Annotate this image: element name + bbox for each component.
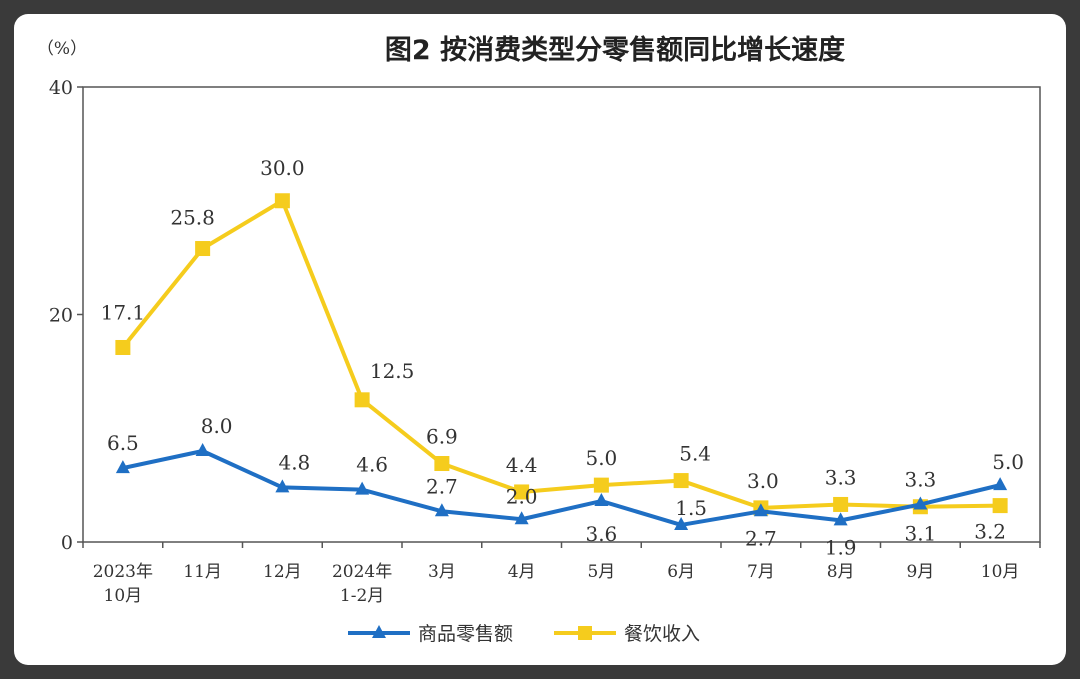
data-label: 2.7 bbox=[745, 526, 777, 550]
data-point bbox=[354, 392, 370, 408]
data-label: 3.0 bbox=[747, 469, 779, 493]
x-tick-label: 2023年 bbox=[93, 562, 153, 582]
data-label: 4.4 bbox=[506, 453, 538, 477]
y-tick-label: 0 bbox=[61, 532, 73, 554]
data-point bbox=[993, 477, 1008, 491]
x-tick-label: 1-2月 bbox=[340, 586, 384, 606]
data-point bbox=[833, 496, 849, 512]
x-tick-label: 5月 bbox=[587, 562, 615, 582]
data-point bbox=[833, 512, 848, 526]
data-label: 2.0 bbox=[506, 484, 538, 508]
y-axis-unit: （%） bbox=[37, 39, 87, 59]
data-point bbox=[992, 498, 1008, 514]
x-tick-label: 9月 bbox=[906, 562, 934, 582]
series-layer bbox=[115, 193, 1008, 530]
data-point bbox=[514, 484, 530, 500]
x-tick-label: 10月 bbox=[981, 562, 1020, 582]
series-line bbox=[122, 449, 1001, 527]
data-label: 3.1 bbox=[904, 522, 936, 546]
data-label: 4.8 bbox=[278, 450, 310, 474]
x-tick-label: 12月 bbox=[263, 562, 302, 582]
data-point bbox=[434, 456, 450, 472]
x-tick-label: 2024年 bbox=[332, 562, 392, 582]
x-tick-label: 7月 bbox=[747, 562, 775, 582]
data-label: 3.2 bbox=[974, 520, 1006, 544]
data-label: 4.6 bbox=[356, 453, 388, 477]
plot-border bbox=[82, 86, 1041, 543]
data-label: 17.1 bbox=[101, 300, 146, 324]
data-point bbox=[673, 473, 689, 489]
data-point bbox=[195, 241, 211, 257]
data-point bbox=[594, 493, 609, 507]
data-point bbox=[753, 503, 768, 517]
legend-marker bbox=[578, 626, 592, 640]
legend-label: 餐饮收入 bbox=[624, 623, 700, 645]
data-label: 2.7 bbox=[426, 474, 458, 498]
x-tick-label: 11月 bbox=[183, 562, 222, 582]
data-label: 3.3 bbox=[825, 465, 857, 489]
data-point bbox=[593, 477, 609, 493]
data-labels: 17.1 25.8 30.0 12.5 6.9 4.4 5.0 5.4 3.0 3.3 3.1 3.2… bbox=[101, 156, 1024, 560]
y-tick-label: 40 bbox=[49, 77, 73, 99]
data-label: 5.0 bbox=[585, 446, 617, 470]
data-point bbox=[913, 496, 928, 510]
data-label: 6.9 bbox=[426, 425, 458, 449]
data-point bbox=[274, 193, 290, 209]
x-tick-label: 10月 bbox=[104, 586, 143, 606]
data-point bbox=[195, 443, 210, 456]
chart-title: 图2 按消费类型分零售额同比增长速度 bbox=[385, 34, 845, 66]
x-tick-label: 8月 bbox=[827, 562, 855, 582]
data-label: 5.4 bbox=[679, 442, 711, 466]
data-point bbox=[514, 511, 529, 525]
data-label: 8.0 bbox=[201, 414, 233, 438]
data-point bbox=[674, 516, 689, 530]
data-label: 3.6 bbox=[585, 522, 617, 546]
y-tick-label: 20 bbox=[49, 305, 73, 327]
legend: 商品零售额 餐饮收入 bbox=[348, 623, 700, 645]
legend-marker bbox=[372, 625, 386, 638]
axes: 0 20 40 2023年 10月 11月 12月 2024年 1-2月 3月 4月 5月 6月 7月 8月… bbox=[49, 77, 1041, 606]
data-label: 12.5 bbox=[370, 359, 415, 383]
data-label: 6.5 bbox=[107, 431, 139, 455]
data-point bbox=[434, 503, 449, 517]
data-label: 5.0 bbox=[992, 450, 1024, 474]
data-label: 25.8 bbox=[170, 206, 215, 230]
x-tick-label: 3月 bbox=[428, 562, 456, 582]
data-label: 1.9 bbox=[825, 535, 857, 559]
data-point bbox=[115, 460, 130, 474]
data-point bbox=[355, 481, 370, 495]
data-label: 30.0 bbox=[260, 156, 305, 180]
data-point bbox=[115, 339, 131, 355]
chart-panel bbox=[14, 14, 1066, 665]
series-line bbox=[121, 198, 1001, 510]
x-tick-label: 6月 bbox=[667, 562, 695, 582]
data-label: 3.3 bbox=[904, 467, 936, 491]
legend-label: 商品零售额 bbox=[418, 623, 513, 645]
x-tick-label: 4月 bbox=[508, 562, 536, 582]
data-point bbox=[275, 479, 290, 493]
data-label: 1.5 bbox=[675, 496, 707, 520]
